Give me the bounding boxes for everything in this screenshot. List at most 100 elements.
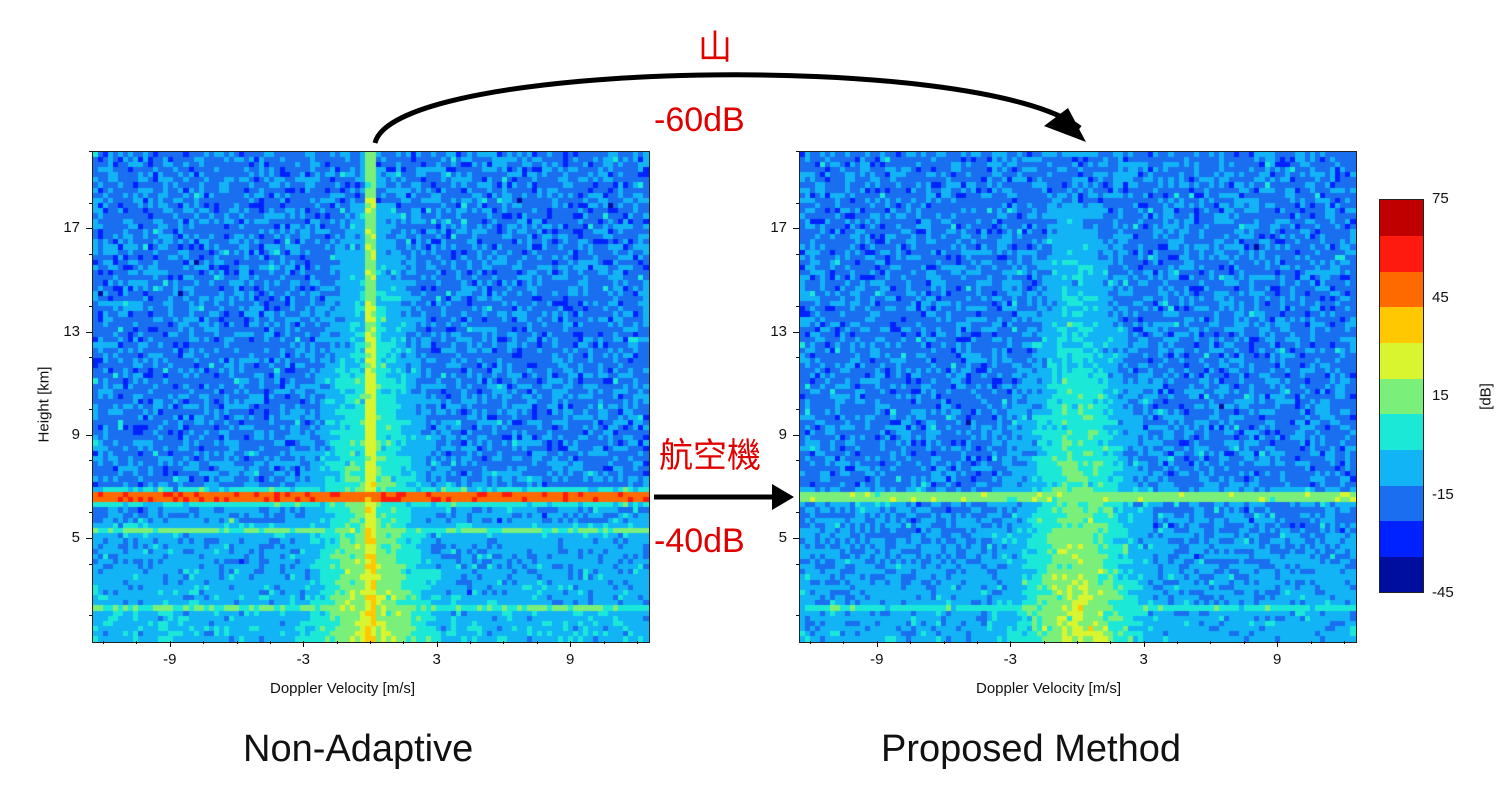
x-minor-tick [436,641,438,644]
x-minor-tick [103,641,105,644]
aircraft-arrowhead [772,484,794,510]
y-minor-tick [796,512,799,514]
y-tick-mark [86,331,92,333]
y-minor-tick [89,202,92,204]
x-minor-tick [1243,641,1245,644]
colorbar-tick-label: 75 [1432,190,1449,207]
x-tick-label: 9 [1272,651,1282,668]
x-tick-mark [436,641,438,647]
colorbar-segment [1380,200,1423,237]
x-minor-tick [536,641,538,644]
x-minor-tick [136,641,138,644]
x-minor-tick [1277,641,1279,644]
colorbar-tick-label: -45 [1432,584,1454,601]
x-minor-tick [1143,641,1145,644]
colorbar-tick-label: 15 [1432,387,1449,404]
x-minor-tick [843,641,845,644]
right-caption: Proposed Method [881,728,1181,770]
y-minor-tick [796,254,799,256]
y-minor-tick [89,512,92,514]
colorbar-tick-label: 45 [1432,288,1449,306]
y-tick-label: 13 [770,322,787,340]
x-minor-tick [976,641,978,644]
x-minor-tick [303,641,305,644]
x-minor-tick [470,641,472,644]
x-minor-tick [1077,641,1078,644]
mountain-arrowhead [1044,108,1086,142]
y-tick-mark [793,331,799,333]
x-tick-mark [1010,641,1012,647]
y-tick-label: 5 [71,528,80,546]
aircraft-label: 航空機 [659,437,761,475]
x-minor-tick [876,641,878,644]
left-x-axis-title: Doppler Velocity [m/s] [270,680,416,697]
y-tick-mark [793,434,799,436]
y-tick-mark [86,537,92,539]
x-tick-label: -3 [1003,651,1017,668]
y-tick-label: 13 [63,322,80,340]
y-tick-label: 17 [63,219,80,237]
right-heatmap [799,151,1357,643]
aircraft-db-label: -40dB [654,522,745,560]
y-minor-tick [796,305,799,307]
colorbar-segment [1380,413,1423,450]
x-tick-mark [570,641,572,647]
colorbar-segment [1380,520,1423,557]
x-minor-tick [1310,641,1312,644]
colorbar-tick-label: -15 [1432,485,1454,503]
y-minor-tick [89,357,92,359]
x-tick-label: -3 [296,651,310,668]
x-tick-label: -9 [163,651,177,668]
y-tick-mark [793,537,799,539]
y-minor-tick [89,408,92,410]
left-caption: Non-Adaptive [243,728,474,770]
x-minor-tick [570,641,572,644]
x-minor-tick [1210,641,1212,644]
y-minor-tick [796,408,799,410]
x-minor-tick [910,641,912,644]
x-tick-label: 3 [432,651,441,668]
x-minor-tick [1110,641,1112,644]
x-minor-tick [503,641,505,644]
x-minor-tick [370,641,371,644]
mountain-label: 山 [698,29,732,67]
colorbar-segment [1380,378,1423,415]
y-minor-tick [796,460,799,462]
x-tick-mark [1277,641,1279,647]
y-minor-tick [89,305,92,307]
left-heatmap [92,151,650,643]
x-tick-label: -9 [870,651,884,668]
x-minor-tick [403,641,405,644]
x-minor-tick [603,641,605,644]
y-tick-label: 9 [71,425,80,443]
y-tick-label: 5 [778,528,787,546]
y-minor-tick [796,615,799,617]
x-minor-tick [203,641,205,644]
x-minor-tick [636,641,638,644]
x-tick-mark [303,641,305,647]
x-minor-tick [810,641,812,644]
right-heatmap-canvas [800,152,1356,642]
x-tick-label: 3 [1139,651,1148,668]
y-minor-tick [89,460,92,462]
colorbar-segment [1380,342,1423,379]
y-minor-tick [796,202,799,204]
x-tick-label: 9 [565,651,575,668]
x-minor-tick [236,641,238,644]
x-minor-tick [269,641,271,644]
x-minor-tick [169,641,171,644]
colorbar-segment [1380,235,1423,272]
mountain-db-label: -60dB [654,101,745,139]
y-minor-tick [89,615,92,617]
x-tick-mark [876,641,878,647]
x-minor-tick [336,641,338,644]
y-tick-mark [793,228,799,230]
y-minor-tick [796,357,799,359]
y-tick-label: 9 [778,425,787,443]
x-minor-tick [1043,641,1045,644]
right-x-axis-title: Doppler Velocity [m/s] [976,680,1122,697]
colorbar-segment [1380,271,1423,308]
colorbar-label: [dB] [1477,383,1495,410]
y-minor-tick [89,563,92,565]
left-heatmap-canvas [93,152,649,642]
